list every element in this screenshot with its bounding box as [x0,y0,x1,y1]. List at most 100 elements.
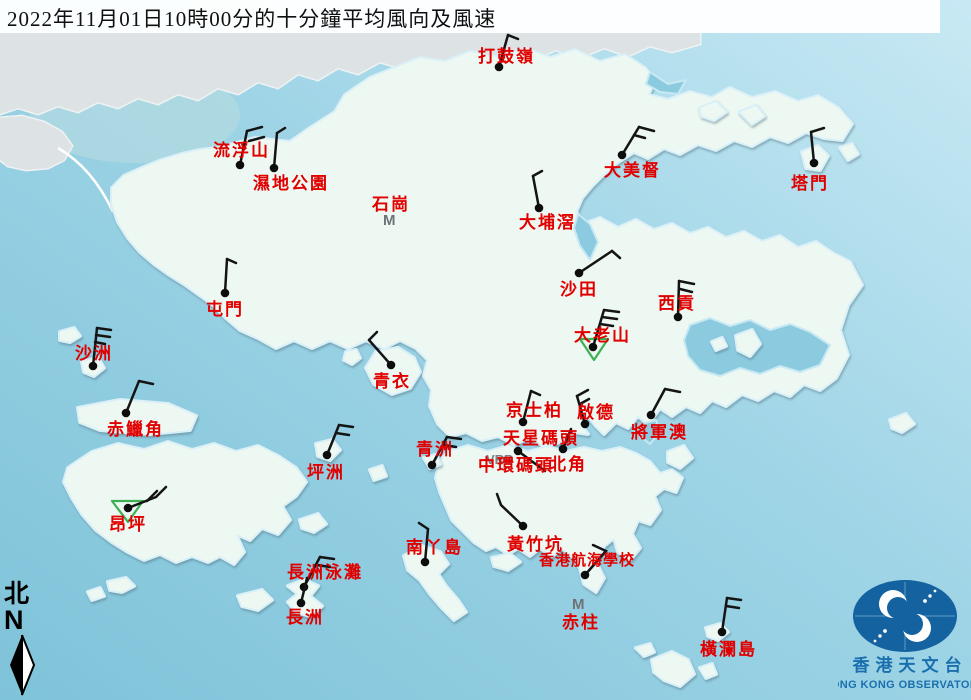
wind-barb-shaft [516,449,547,473]
station-label: 石崗 [371,195,410,214]
shenzhen-bay-bridge [57,146,115,213]
wind-barb-shaft [272,131,279,170]
wind-barb-shaft [423,527,430,564]
wind-barb-feather [663,387,682,394]
station-label: 長洲 [286,608,324,627]
wind-barb-feather [632,133,647,140]
station-label: 長洲泳灘 [287,562,363,582]
station-26: 長洲泳灘 [287,555,363,592]
station-12: 赤鱲角 [107,379,162,439]
station-25: 香港航海學校 [539,543,635,580]
wind-barb-feather [531,169,544,178]
station-label: 塔門 [791,173,829,193]
hong-kong-island [434,444,684,594]
station-label: 屯門 [206,299,244,319]
station-dot [588,342,598,352]
wind-barb-shaft [238,129,249,167]
station-5: 塔門 [791,126,829,193]
wind-barb-shaft [676,279,681,319]
tsing-yi-island [364,346,422,396]
station-8: 西貢 [658,279,696,322]
north-compass: 北 N [4,582,44,700]
wind-barb-feather [575,388,590,398]
wind-barb-feather [809,126,826,134]
station-label: 中環碼頭 [478,455,554,475]
station-11: 沙洲 [75,326,113,371]
station-9: 大老山 [574,308,631,362]
station-10: 屯門 [206,257,244,319]
station-dot [513,446,523,456]
wind-barb-feather [94,333,112,339]
wind-barb-feather [93,340,107,346]
wind-barb-feather [506,33,520,41]
station-dot [534,203,544,213]
wind-barb-feather [245,125,264,133]
hko-logo-english: HONG KONG OBSERVATORY [838,679,971,691]
station-label: 橫瀾島 [700,639,757,659]
station-dot [420,557,430,567]
station-14: 京士柏 [506,389,561,427]
wind-barb-feather [337,423,355,429]
station-label: 香港航海學校 [539,551,635,569]
hong-kong-landmasses [62,46,864,622]
station-dot [427,460,437,470]
small-islands [58,100,916,688]
station-marker-m: M [383,212,396,229]
station-label: 沙洲 [75,344,113,363]
wind-barb-feather [275,126,287,135]
wind-barb-shaft [223,257,229,295]
station-label: 流浮山 [213,140,270,160]
wind-barb-feather [600,315,619,321]
station-label: 北角 [549,454,587,474]
elevated-station-triangle-icon [578,337,610,362]
station-label: 大美督 [604,160,661,180]
wind-barb-feather [725,596,743,602]
station-dot [580,570,590,580]
station-dot [558,444,568,454]
station-7: 沙田 [560,249,622,299]
station-15: 啟德 [575,388,613,429]
wind-barb-feather [677,279,696,286]
wind-barb-feather [137,379,155,386]
station-19: 北角 [549,454,587,474]
map-title: 2022年11月01日10時00分的十分鐘平均風向及風速 [7,7,497,31]
station-dot [220,288,230,298]
station-marker-vrb: VRB [486,452,513,467]
station-label: 坪洲 [307,463,345,482]
wind-barb-shaft [430,435,449,467]
hko-logo-chinese: 香港天文台 [853,655,968,675]
wind-barb-feather [598,322,615,328]
cheung-chau-island [286,578,324,618]
station-marker-m: M [572,596,585,613]
wind-barb-shaft [720,596,729,634]
wind-barb-feather [315,563,332,569]
sha-tin-cove [573,213,599,261]
lantau-island [62,440,308,566]
station-dot [518,521,528,531]
station-0: 打鼓嶺 [478,33,533,72]
station-dot [717,627,727,637]
station-16: 天星碼頭 [503,427,577,454]
wind-barb-feather [154,485,168,499]
station-13: 青衣 [367,330,409,391]
wind-barb-feather [529,389,542,397]
station-dot [88,361,98,371]
wind-barb-feather [578,397,591,406]
wind-barb-feather [145,489,159,503]
elevated-station-triangle-icon [110,499,145,524]
wind-barb-feather [445,435,463,441]
wind-barb-shaft [495,492,525,528]
wind-barb-shaft [583,543,609,577]
station-label: 昂坪 [109,515,147,534]
wind-barb-shaft [325,423,341,457]
new-territories-kowloon [110,46,864,448]
station-24: 黃竹坑 [495,492,562,554]
wind-barb-shaft [531,174,541,210]
title-bar: 2022年11月01日10時00分的十分鐘平均風向及風速 [0,0,940,33]
station-label: 大老山 [574,325,631,345]
station-6: 大埔滘 [519,169,574,232]
wind-barb-feather [724,604,741,610]
station-dot [121,408,131,418]
